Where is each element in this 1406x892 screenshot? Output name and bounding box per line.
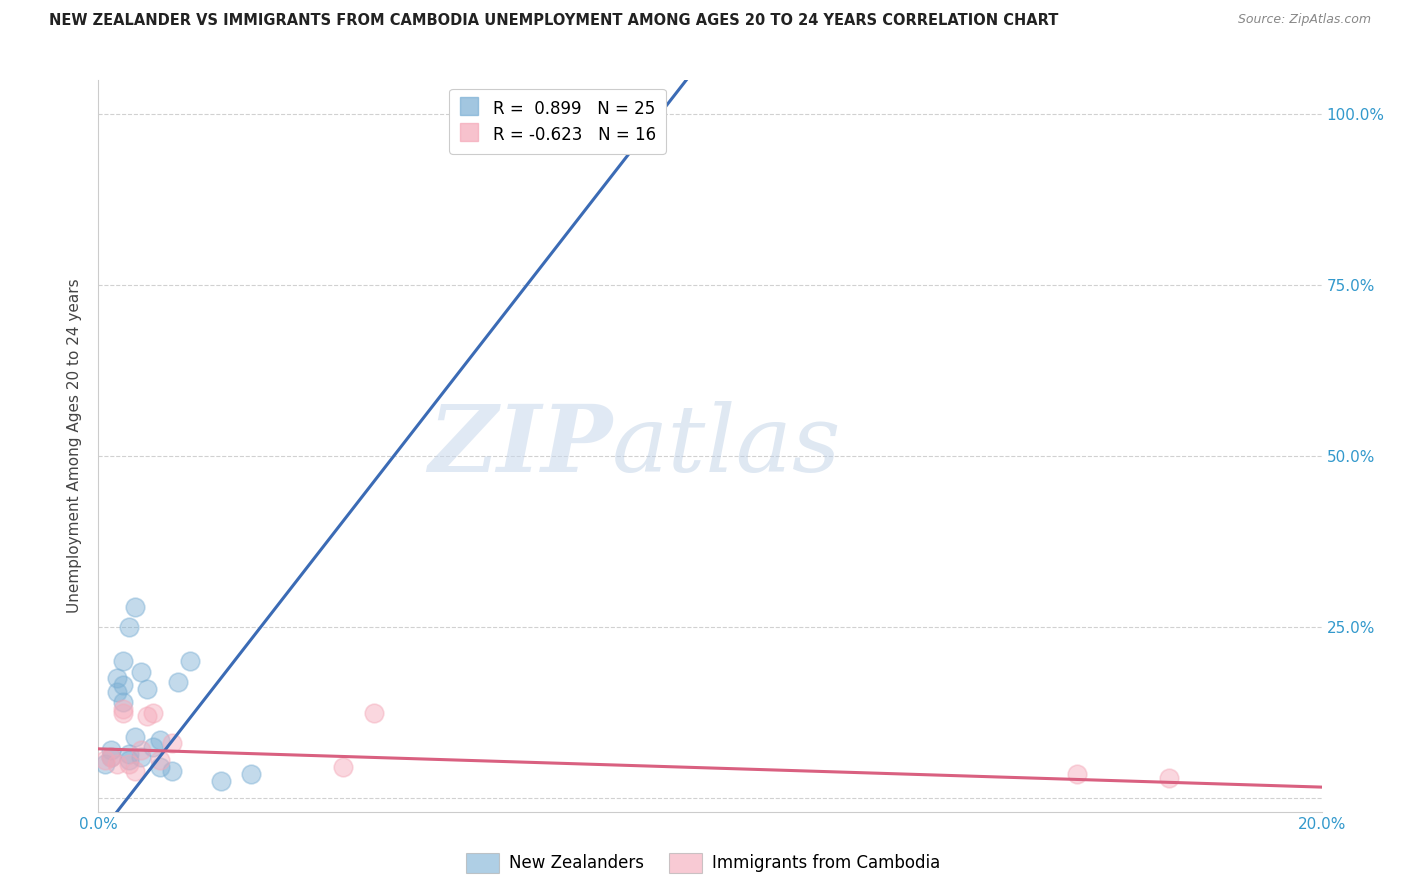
Point <box>124 730 146 744</box>
Point <box>149 760 172 774</box>
Point <box>124 599 146 614</box>
Point <box>129 743 152 757</box>
Point <box>124 764 146 778</box>
Point <box>111 695 134 709</box>
Point <box>111 678 134 692</box>
Text: atlas: atlas <box>612 401 842 491</box>
Point <box>1157 771 1180 785</box>
Point <box>111 706 134 720</box>
Point <box>136 709 159 723</box>
Point <box>93 756 115 771</box>
Point <box>142 706 165 720</box>
Point <box>179 654 201 668</box>
Point <box>111 702 134 716</box>
Text: NEW ZEALANDER VS IMMIGRANTS FROM CAMBODIA UNEMPLOYMENT AMONG AGES 20 TO 24 YEARS: NEW ZEALANDER VS IMMIGRANTS FROM CAMBODI… <box>49 13 1059 29</box>
Legend: New Zealanders, Immigrants from Cambodia: New Zealanders, Immigrants from Cambodia <box>458 847 948 880</box>
Text: Source: ZipAtlas.com: Source: ZipAtlas.com <box>1237 13 1371 27</box>
Point <box>546 107 568 121</box>
Point <box>100 743 122 757</box>
Legend: R =  0.899   N = 25, R = -0.623   N = 16: R = 0.899 N = 25, R = -0.623 N = 16 <box>450 88 665 153</box>
Point <box>149 733 172 747</box>
Point <box>105 685 128 699</box>
Point <box>100 750 122 764</box>
Point <box>240 767 263 781</box>
Point <box>129 750 152 764</box>
Point <box>160 736 183 750</box>
Point <box>209 774 232 789</box>
Point <box>118 620 141 634</box>
Point <box>363 706 385 720</box>
Point <box>118 747 141 761</box>
Point <box>142 739 165 754</box>
Point <box>167 674 190 689</box>
Y-axis label: Unemployment Among Ages 20 to 24 years: Unemployment Among Ages 20 to 24 years <box>67 278 83 614</box>
Point <box>93 754 115 768</box>
Point <box>129 665 152 679</box>
Point <box>118 756 141 771</box>
Point <box>111 654 134 668</box>
Point <box>160 764 183 778</box>
Point <box>105 756 128 771</box>
Point <box>332 760 354 774</box>
Point <box>149 754 172 768</box>
Point <box>118 754 141 768</box>
Point <box>136 681 159 696</box>
Point <box>105 672 128 686</box>
Point <box>1066 767 1088 781</box>
Point <box>100 750 122 764</box>
Text: ZIP: ZIP <box>427 401 612 491</box>
